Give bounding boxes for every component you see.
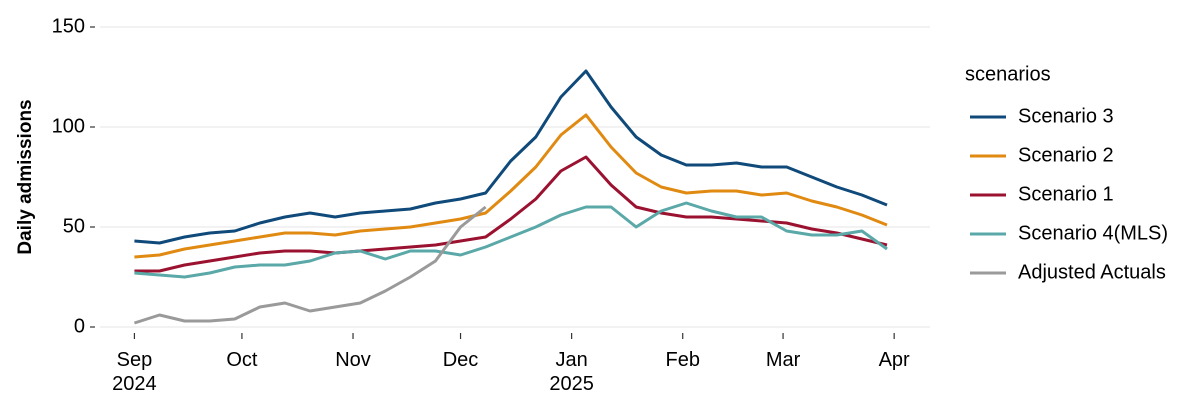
legend-label: Scenario 1 [1018,183,1114,205]
x-tick-label: Oct [226,349,258,371]
x-tick-label: Mar [766,349,801,371]
x-tick-label: Nov [335,349,371,371]
series-line [134,201,888,279]
x-tick-label-line: Dec [443,349,479,371]
legend-label: Scenario 4(MLS) [1018,222,1168,244]
legend-title: scenarios [965,63,1051,85]
y-tick-label: 100 [52,115,85,137]
x-tick-label-line: Mar [766,349,801,371]
x-tick-label: Dec [443,349,479,371]
x-tick-label-line: Feb [665,349,699,371]
x-tick-label-line: Oct [226,349,258,371]
x-tick-label-line: Sep [117,349,153,371]
series-line [134,69,888,245]
legend-label: Adjusted Actuals [1018,261,1166,283]
series-line [133,205,487,325]
legend-label: Scenario 3 [1018,105,1114,127]
series-line [134,113,888,259]
y-axis-label: Daily admissions [15,99,36,254]
x-tick-label-line: Nov [335,349,371,371]
y-tick-label: 150 [52,15,85,37]
x-tick-label-line: Apr [879,349,910,371]
x-tick-label-line: 2024 [112,373,157,395]
x-tick-label-line: 2025 [549,373,594,395]
series-line [134,155,888,273]
x-tick-label: Apr [879,349,910,371]
x-tick-label: Jan 2025 [549,349,594,395]
x-tick-label: Sep 2024 [112,349,157,395]
legend-label: Scenario 2 [1018,144,1114,166]
x-tick-label-line: Jan [556,349,588,371]
x-tick-label: Feb [665,349,699,371]
y-tick-label: 50 [63,215,85,237]
y-tick-label: 0 [74,315,85,337]
